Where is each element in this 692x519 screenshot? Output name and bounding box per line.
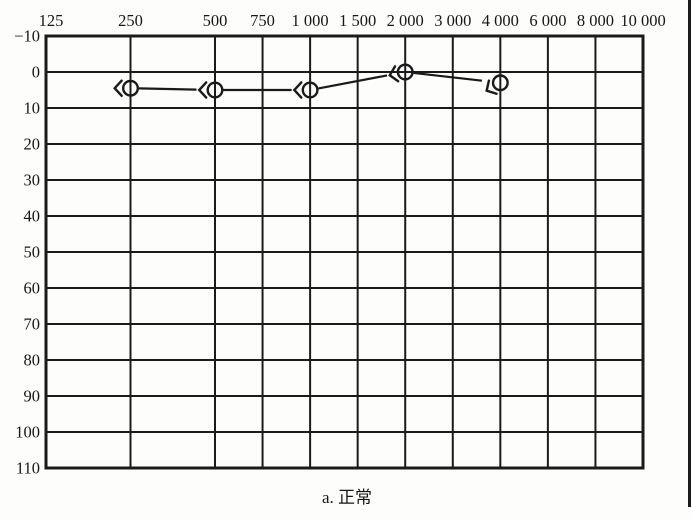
y-tick-label: 60 — [24, 279, 41, 298]
data-point-circle — [301, 81, 319, 99]
y-tick-label: −10 — [14, 27, 40, 46]
y-tick-label: 20 — [24, 135, 41, 154]
data-connector-line — [413, 71, 483, 82]
x-tick-label: 125 — [39, 11, 64, 30]
left-chevron-icon — [197, 81, 208, 99]
x-axis-tick-labels: 125 250 500 750 1 000 1 500 2 000 3 000 4 000 6 0… — [39, 11, 666, 30]
x-tick-label: 1 000 — [292, 11, 329, 30]
x-tick-label: 4 000 — [482, 11, 519, 30]
y-tick-label: 110 — [16, 459, 40, 478]
left-chevron-icon — [485, 79, 498, 95]
data-point-circle — [396, 63, 414, 81]
y-tick-label: 50 — [24, 243, 41, 262]
y-tick-label: 100 — [15, 423, 40, 442]
data-series-layer — [113, 63, 509, 99]
x-tick-label: 250 — [118, 11, 143, 30]
left-chevron-icon — [113, 79, 123, 97]
y-tick-label: 90 — [24, 387, 41, 406]
x-tick-label: 1 500 — [339, 11, 376, 30]
y-tick-label: 40 — [24, 207, 41, 226]
x-tick-label: 6 000 — [529, 11, 566, 30]
data-point-circle — [121, 79, 139, 97]
x-tick-label: 8 000 — [577, 11, 614, 30]
y-tick-label: 80 — [24, 351, 41, 370]
chart-border — [44, 34, 645, 470]
x-tick-label: 2 000 — [387, 11, 424, 30]
data-connector-line — [138, 87, 197, 91]
left-chevron-icon — [388, 65, 400, 83]
y-tick-label: 0 — [32, 63, 40, 82]
data-connector-line — [318, 74, 388, 90]
data-point-circle — [206, 81, 224, 99]
left-chevron-icon — [292, 81, 303, 99]
y-tick-label: 10 — [24, 99, 41, 118]
x-tick-label: 750 — [250, 11, 275, 30]
figure-caption: a. 正常 — [322, 488, 372, 507]
x-tick-label: 3 000 — [434, 11, 471, 30]
grid-layer — [44, 34, 645, 470]
y-tick-label: 70 — [24, 315, 41, 334]
x-tick-label: 10 000 — [620, 11, 665, 30]
x-tick-label: 500 — [203, 11, 228, 30]
data-point-circle — [491, 74, 509, 92]
y-tick-label: 30 — [24, 171, 41, 190]
y-axis-tick-labels: −10 0 10 20 30 40 50 60 70 80 90 100 110 — [14, 27, 40, 478]
